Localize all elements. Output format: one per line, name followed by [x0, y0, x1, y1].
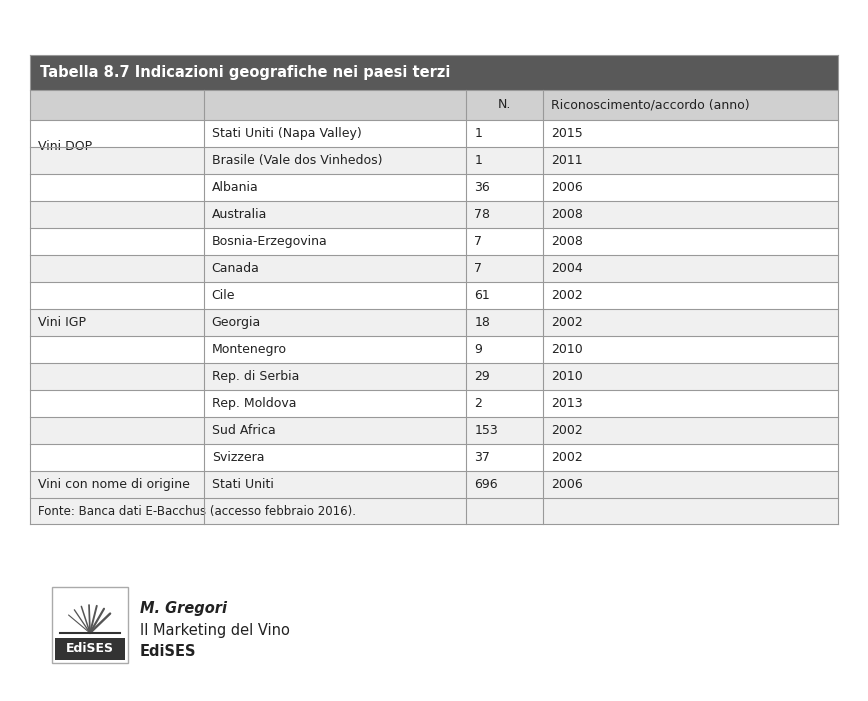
Bar	[30, 120, 838, 147]
Text: 37: 37	[474, 451, 490, 464]
Text: Stati Uniti (Napa Valley): Stati Uniti (Napa Valley)	[212, 127, 361, 140]
Text: EdiSES: EdiSES	[66, 643, 114, 655]
Text: 61: 61	[474, 289, 490, 302]
Bar	[55, 638, 125, 660]
Text: 18: 18	[474, 316, 490, 329]
Text: Stati Uniti: Stati Uniti	[212, 478, 273, 491]
Text: Svizzera: Svizzera	[212, 451, 264, 464]
Bar	[30, 363, 838, 390]
Bar	[30, 336, 838, 363]
Bar	[30, 390, 838, 417]
Text: 2006: 2006	[551, 478, 582, 491]
Text: Rep. di Serbia: Rep. di Serbia	[212, 370, 299, 383]
Text: EdiSES: EdiSES	[140, 644, 196, 660]
Text: 2010: 2010	[551, 343, 582, 356]
Bar	[30, 55, 838, 90]
Bar	[30, 471, 838, 498]
Text: 2008: 2008	[551, 235, 583, 248]
Text: 2006: 2006	[551, 181, 582, 194]
Text: 2004: 2004	[551, 262, 582, 275]
Text: 2008: 2008	[551, 208, 583, 221]
Text: 2002: 2002	[551, 424, 582, 437]
Text: Fonte: Banca dati E-Bacchus (accesso febbraio 2016).: Fonte: Banca dati E-Bacchus (accesso feb…	[38, 505, 356, 517]
Text: Cile: Cile	[212, 289, 235, 302]
Text: Montenegro: Montenegro	[212, 343, 286, 356]
Bar	[52, 587, 128, 663]
Text: 78: 78	[474, 208, 490, 221]
Text: Georgia: Georgia	[212, 316, 261, 329]
Text: 2011: 2011	[551, 154, 582, 167]
Text: 2010: 2010	[551, 370, 582, 383]
Text: Albania: Albania	[212, 181, 259, 194]
Text: Australia: Australia	[212, 208, 267, 221]
Text: 696: 696	[474, 478, 498, 491]
Text: 2013: 2013	[551, 397, 582, 410]
Text: 2002: 2002	[551, 451, 582, 464]
Text: 29: 29	[474, 370, 490, 383]
Bar	[30, 90, 838, 120]
Text: 153: 153	[474, 424, 498, 437]
Text: 9: 9	[474, 343, 483, 356]
Bar	[30, 444, 838, 471]
Bar	[30, 282, 838, 309]
Text: N.: N.	[498, 99, 511, 111]
Bar	[30, 417, 838, 444]
Text: Brasile (Vale dos Vinhedos): Brasile (Vale dos Vinhedos)	[212, 154, 382, 167]
Text: Sud Africa: Sud Africa	[212, 424, 275, 437]
Bar	[55, 590, 125, 638]
Text: M. Gregori: M. Gregori	[140, 601, 227, 615]
Text: Vini DOP: Vini DOP	[38, 140, 92, 154]
Text: Tabella 8.7 Indicazioni geografiche nei paesi terzi: Tabella 8.7 Indicazioni geografiche nei …	[40, 65, 450, 80]
Text: Il Marketing del Vino: Il Marketing del Vino	[140, 622, 290, 637]
Bar	[30, 228, 838, 255]
Text: Vini con nome di origine: Vini con nome di origine	[38, 478, 190, 491]
Text: 36: 36	[474, 181, 490, 194]
Text: 2: 2	[474, 397, 483, 410]
Text: Vini IGP: Vini IGP	[38, 316, 86, 329]
Bar	[30, 255, 838, 282]
Text: Canada: Canada	[212, 262, 260, 275]
Text: Bosnia-Erzegovina: Bosnia-Erzegovina	[212, 235, 327, 248]
Text: 1: 1	[474, 154, 483, 167]
Bar	[30, 309, 838, 336]
Text: 7: 7	[474, 235, 483, 248]
Text: 7: 7	[474, 262, 483, 275]
Text: 2015: 2015	[551, 127, 582, 140]
Text: Rep. Moldova: Rep. Moldova	[212, 397, 296, 410]
Text: 1: 1	[474, 127, 483, 140]
Bar	[30, 201, 838, 228]
Bar	[30, 174, 838, 201]
Text: 2002: 2002	[551, 289, 582, 302]
Bar	[30, 147, 838, 174]
Text: 2002: 2002	[551, 316, 582, 329]
Bar	[30, 498, 838, 524]
Text: Riconoscimento/accordo (anno): Riconoscimento/accordo (anno)	[551, 99, 750, 111]
